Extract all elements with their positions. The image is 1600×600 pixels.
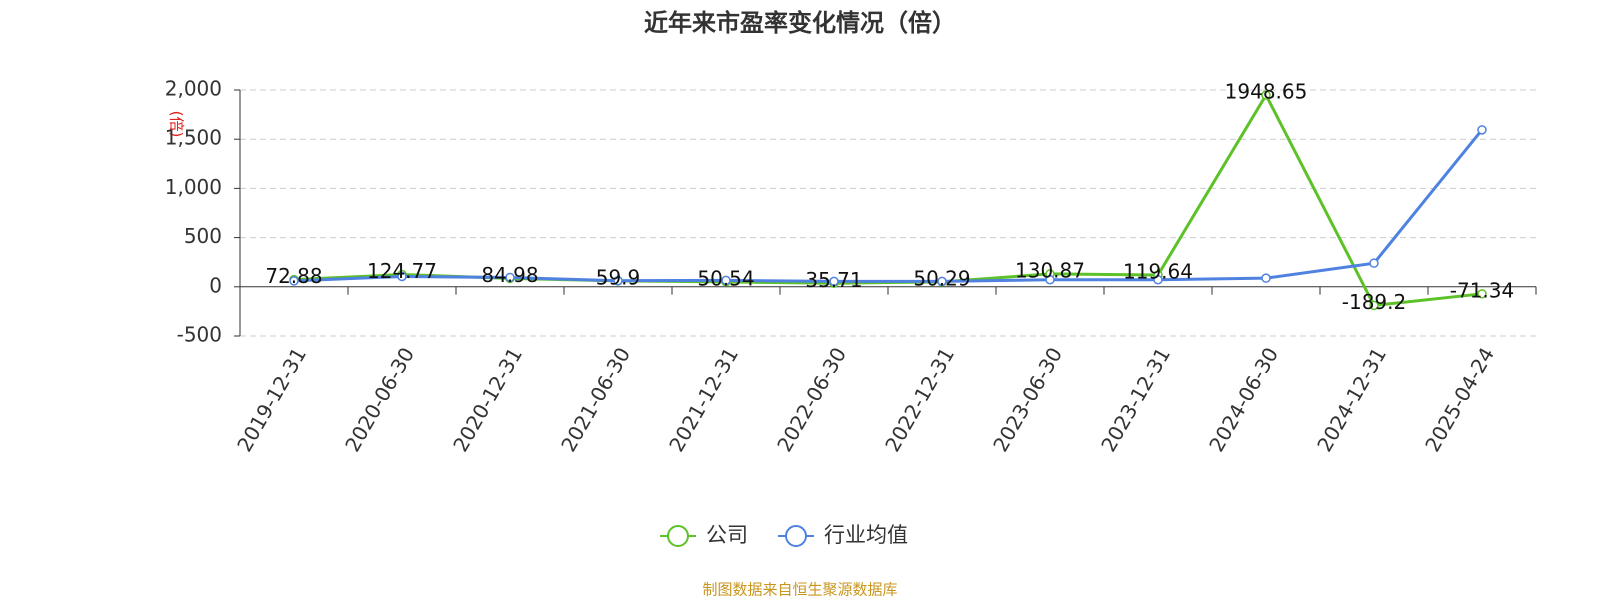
y-tick-label: -500 (177, 323, 222, 347)
data-label: 72.88 (265, 264, 322, 288)
chart-title: 近年来市盈率变化情况（倍） (644, 9, 956, 37)
legend-label: 行业均值 (824, 523, 908, 547)
data-point (1261, 90, 1271, 100)
data-label: -189.2 (1342, 290, 1406, 314)
x-tick-label: 2024-12-31 (1312, 343, 1391, 456)
legend-item[interactable]: 公司 (660, 523, 748, 547)
data-label: 59.9 (596, 265, 641, 289)
y-axis-label: (倍) (168, 111, 186, 138)
data-point (289, 276, 299, 286)
data-label: 35.71 (805, 268, 862, 292)
y-tick-label: 2,000 (165, 77, 222, 101)
y-tick-label: 500 (184, 224, 222, 248)
legend-label: 公司 (706, 523, 748, 547)
data-point (1369, 300, 1379, 311)
data-point (1477, 125, 1487, 135)
data-label: 84.98 (481, 263, 538, 287)
data-label: -71.34 (1450, 278, 1514, 302)
data-point (1369, 258, 1379, 268)
data-label: 50.29 (913, 266, 970, 290)
legend-marker (667, 525, 689, 547)
data-point (829, 276, 839, 287)
source-note: 制图数据来自恒生聚源数据库 (702, 581, 897, 599)
x-tick-label: 2021-06-30 (556, 343, 635, 456)
data-point (1153, 274, 1163, 285)
data-label: 119.64 (1123, 260, 1193, 284)
data-point (1261, 273, 1271, 283)
legend: 公司 行业均值 (660, 523, 908, 547)
y-tick-label: 0 (209, 273, 222, 297)
x-tick-label: 2020-12-31 (448, 343, 527, 456)
y-tick-label: 1,000 (165, 175, 222, 199)
data-point (937, 276, 947, 287)
x-tick-label: 2021-12-31 (664, 343, 743, 456)
data-label: 50.54 (697, 266, 754, 290)
y-tick-label: 1,500 (165, 126, 222, 150)
x-tick-label: 2024-06-30 (1204, 343, 1283, 456)
data-point (721, 275, 731, 286)
series-line (293, 128, 1484, 283)
data-point (397, 271, 407, 282)
data-point (505, 272, 515, 283)
data-label: 130.87 (1015, 258, 1085, 282)
data-point (1477, 289, 1487, 299)
x-tick-label: 2023-12-31 (1096, 343, 1175, 456)
x-tick-label: 2019-12-31 (232, 343, 311, 456)
x-tick-label: 2022-12-31 (880, 343, 959, 456)
legend-item[interactable]: 行业均值 (778, 523, 908, 547)
x-tick-label: 2020-06-30 (340, 343, 419, 456)
data-label: 124.77 (367, 259, 437, 283)
x-tick-label: 2022-06-30 (772, 343, 851, 456)
data-point (613, 275, 623, 286)
legend-marker (785, 525, 807, 547)
data-label: 1948.65 (1225, 80, 1308, 104)
data-point (1045, 274, 1055, 285)
x-tick-label: 2023-06-30 (988, 343, 1067, 456)
x-tick-label: 2025-04-24 (1420, 343, 1499, 456)
